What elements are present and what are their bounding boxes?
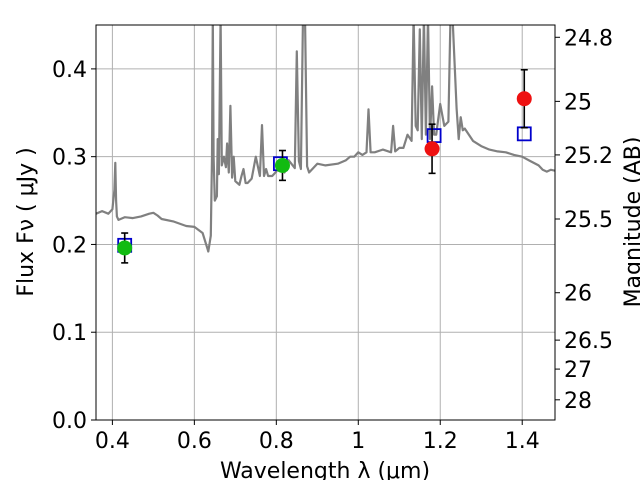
y-tick-label: 0.2 — [52, 233, 87, 258]
right-tick-label: 24.8 — [564, 26, 613, 51]
right-tick-label: 27 — [564, 358, 592, 383]
x-tick-label: 1.4 — [505, 429, 540, 454]
right-tick-label: 25.2 — [564, 144, 613, 169]
spectrum-layer — [96, 25, 555, 253]
x-tick-label: 0.6 — [177, 429, 212, 454]
x-tick-label: 0.8 — [259, 429, 294, 454]
right-tick-label: 28 — [564, 389, 592, 414]
right-tick-label: 25 — [564, 90, 592, 115]
right-tick-label: 25.5 — [564, 208, 613, 233]
model-point — [516, 126, 532, 142]
tick-labels: 0.4 0.6 0.8 1 1.2 1.4 0.0 0.1 0.2 0.3 0.4 24.8 25 25.… — [52, 26, 613, 454]
y-tick-label: 0.4 — [52, 58, 87, 83]
y-tick-label: 0.0 — [52, 409, 87, 434]
data-point — [274, 157, 290, 173]
spectrum-line — [96, 25, 555, 253]
y-right-axis-label: Magnitude (AB) — [621, 137, 640, 308]
y-axis-label: Flux Fν ( μJy ) — [14, 147, 39, 296]
x-tick-label: 1 — [351, 429, 365, 454]
right-tick-label: 26 — [564, 282, 592, 307]
right-tick-label: 26.5 — [564, 329, 613, 354]
data-point — [117, 240, 133, 256]
grid-lines — [96, 25, 555, 421]
x-axis-label: Wavelength λ (μm) — [220, 459, 430, 480]
y-tick-label: 0.1 — [52, 321, 87, 346]
x-tick-label: 0.4 — [95, 429, 130, 454]
data-point — [516, 91, 532, 107]
plot-frame — [95, 24, 556, 421]
data-point — [424, 141, 440, 157]
y-tick-label: 0.3 — [52, 146, 87, 171]
tick-marks — [91, 36, 560, 425]
points-layer — [117, 68, 532, 264]
x-tick-label: 1.2 — [423, 429, 458, 454]
